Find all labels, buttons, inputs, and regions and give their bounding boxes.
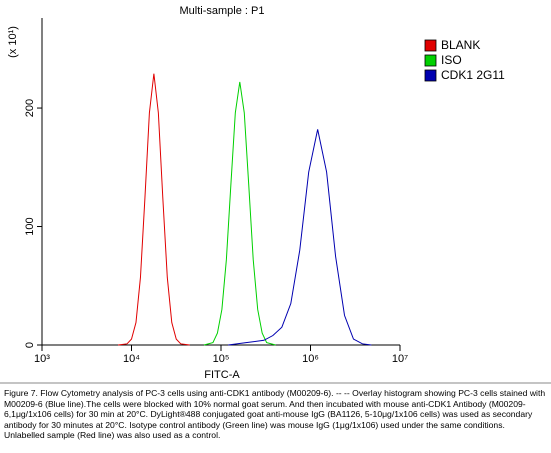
histogram-line xyxy=(118,73,190,346)
legend-label: BLANK xyxy=(441,38,480,52)
y-tick-label: 100 xyxy=(24,217,36,235)
x-tick-label: 10³ xyxy=(34,353,50,365)
x-tick-label: 10⁶ xyxy=(302,353,319,365)
y-tick-label: 0 xyxy=(24,342,36,348)
x-tick-label: 10⁵ xyxy=(213,353,230,365)
legend-swatch xyxy=(424,39,437,52)
legend-label: CDK1 2G11 xyxy=(441,68,505,82)
x-axis-label: FITC-A xyxy=(204,369,240,381)
chart-title: Multi-sample : P1 xyxy=(180,5,265,17)
chart: Multi-sample : P1 (x 10¹) FITC-A 0 100 200… xyxy=(0,5,551,384)
caption: Figure 7. Flow Cytometry analysis of PC-… xyxy=(4,388,546,441)
x-tick-label: 10⁷ xyxy=(392,353,408,365)
y-tick-label: 200 xyxy=(24,99,36,117)
histogram-line xyxy=(203,81,276,346)
y-unit-label: (x 10¹) xyxy=(7,26,19,58)
legend-label: ISO xyxy=(441,53,462,67)
legend-swatch xyxy=(424,69,437,82)
legend-swatch xyxy=(424,54,437,67)
x-tick-label: 10⁴ xyxy=(123,353,140,365)
histogram-line xyxy=(228,129,372,346)
